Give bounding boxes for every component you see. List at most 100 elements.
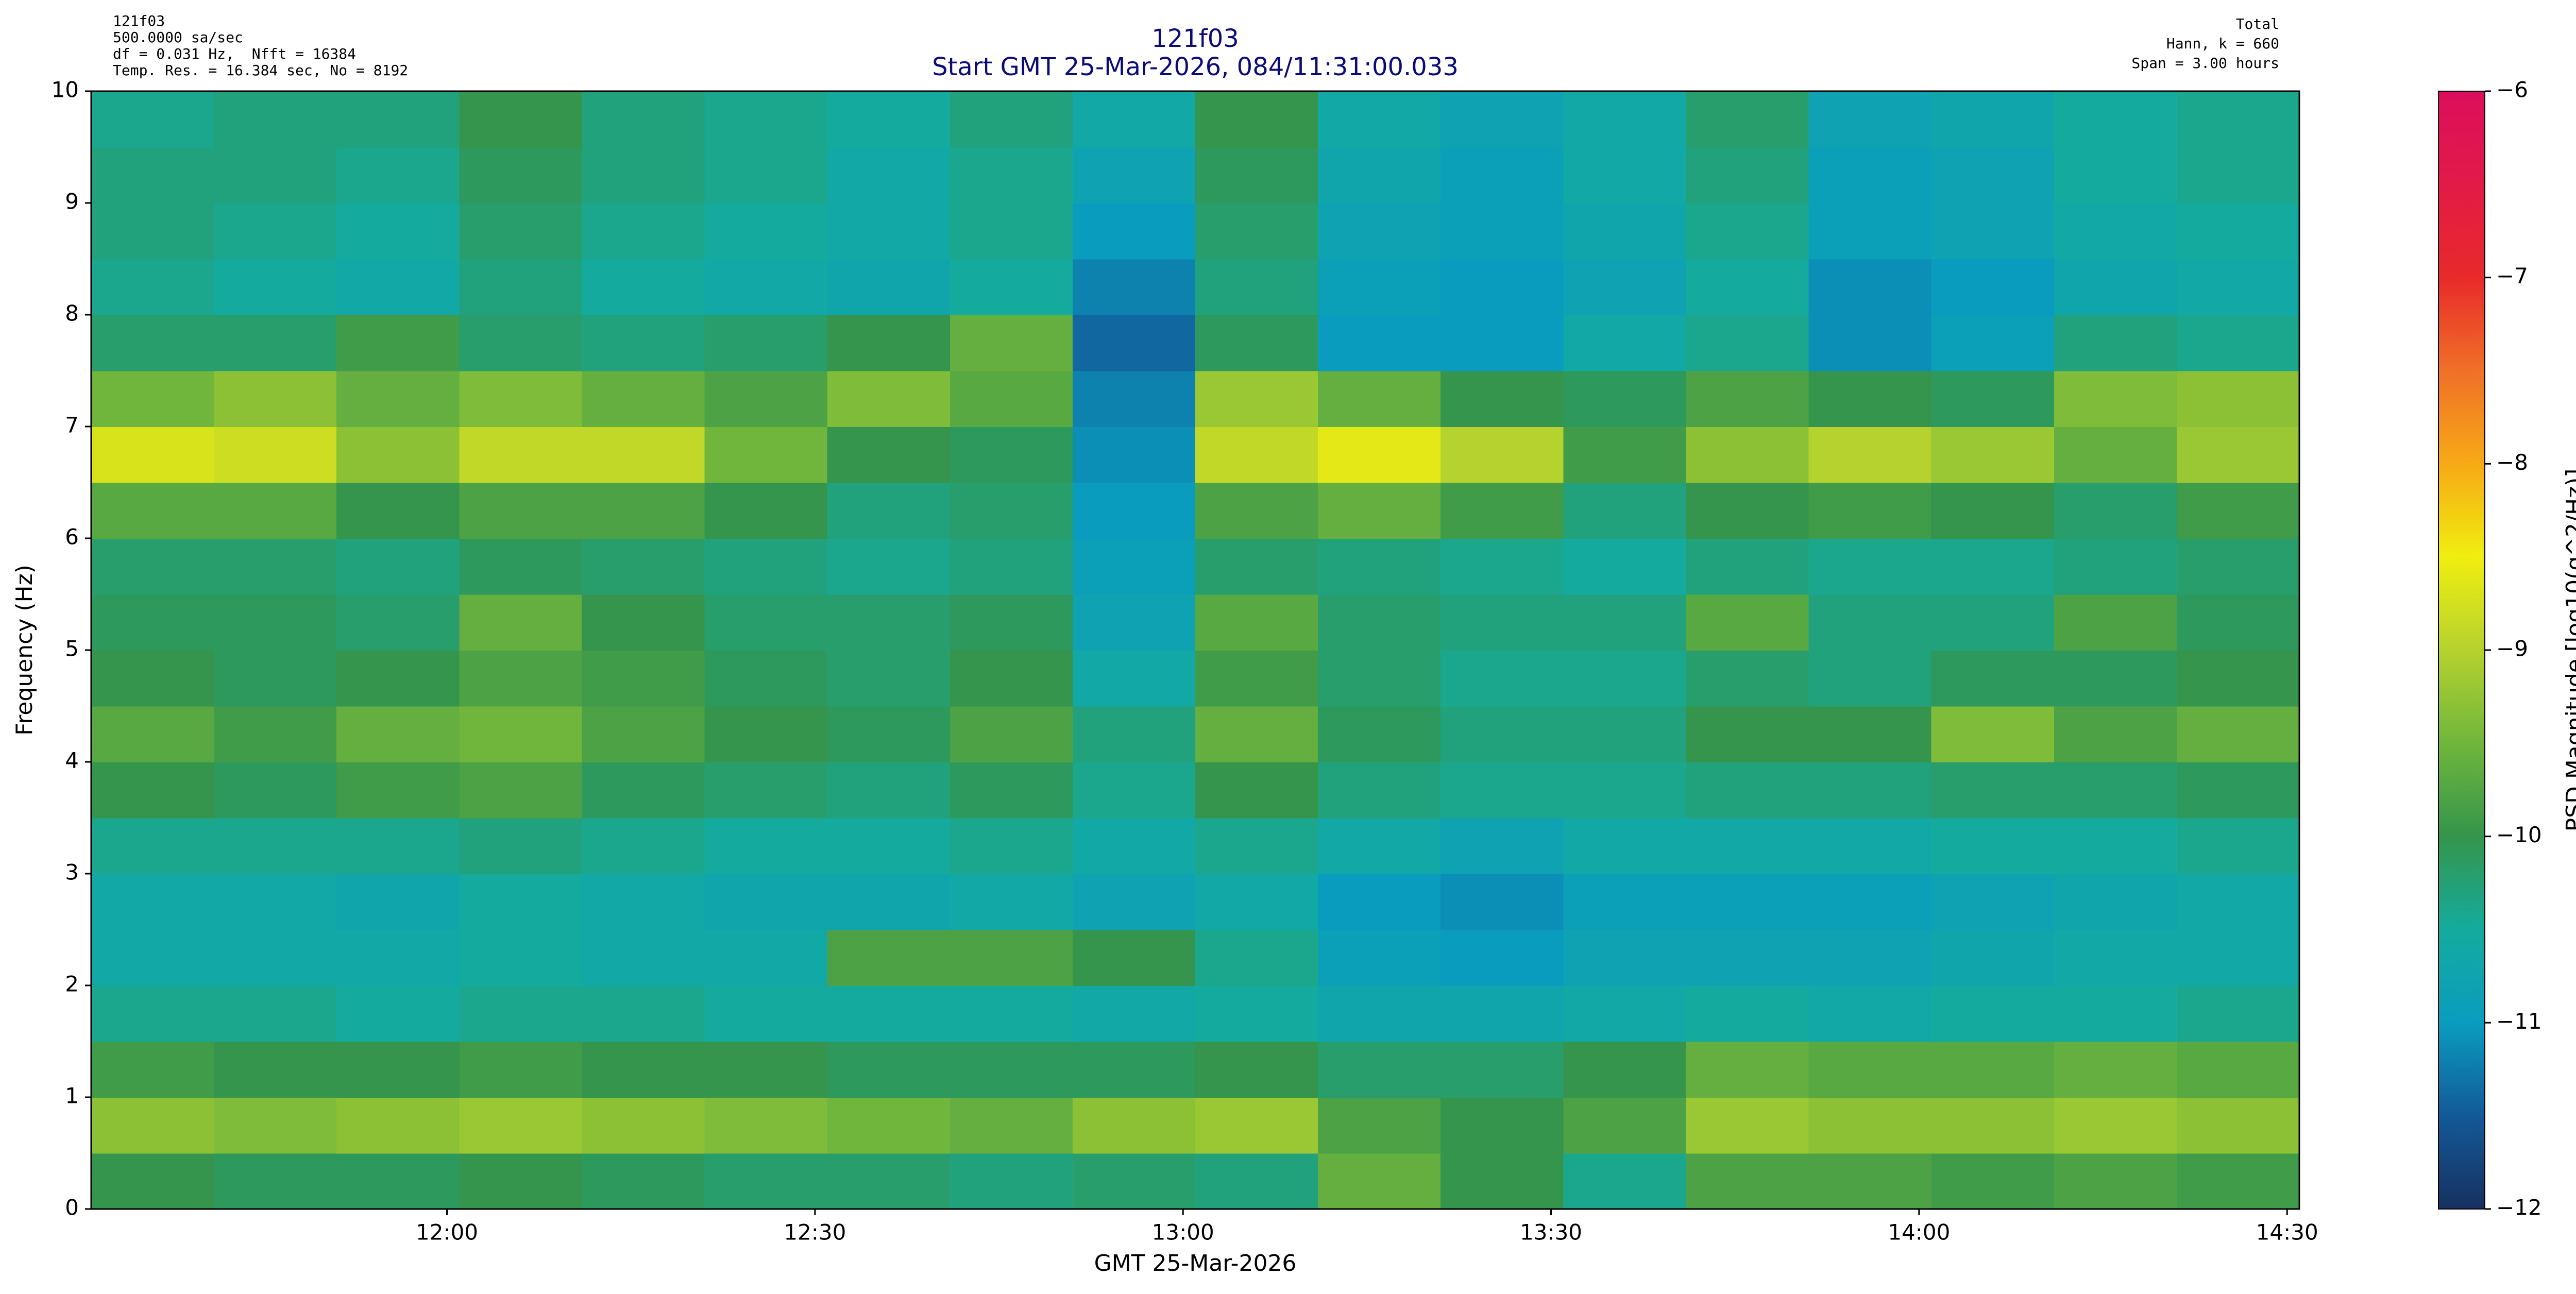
x-tick-label: 14:00 [1888, 1220, 1950, 1245]
heatmap-cell [214, 91, 337, 148]
heatmap-cell [1195, 147, 1319, 203]
heatmap-cell [459, 427, 583, 483]
heatmap-cell [214, 203, 337, 260]
heatmap-cell [91, 1097, 215, 1154]
heatmap-cell [91, 203, 215, 260]
heatmap-cell [827, 706, 951, 762]
heatmap-cell [1195, 594, 1319, 651]
heatmap-cell [336, 1041, 460, 1098]
heatmap-cell [950, 482, 1073, 539]
heatmap-cell [582, 427, 705, 483]
y-tick-label: 0 [65, 1195, 79, 1220]
heatmap-cell [214, 427, 337, 483]
heatmap-cell [582, 538, 705, 595]
heatmap-cell [336, 370, 460, 427]
heatmap-cell [1318, 315, 1442, 371]
heatmap-cell [2054, 1097, 2177, 1154]
heatmap-cell [1931, 259, 2055, 315]
heatmap-cell [1563, 818, 1687, 874]
heatmap-cell [1686, 929, 1809, 986]
heatmap-cell [827, 203, 951, 260]
heatmap-cell [336, 538, 460, 595]
heatmap-cell [459, 147, 583, 203]
heatmap-cell [704, 874, 828, 930]
y-tick-label: 2 [65, 972, 79, 997]
heatmap-cell [827, 259, 951, 315]
heatmap-cell [827, 315, 951, 371]
heatmap-cell [1686, 1097, 1809, 1154]
heatmap-cell [704, 929, 828, 986]
heatmap-cell [214, 315, 337, 371]
heatmap-cell [1072, 818, 1196, 874]
y-tick-label: 1 [65, 1083, 79, 1109]
heatmap-cell [582, 874, 705, 930]
heatmap-cell [1686, 818, 1809, 874]
heatmap-cell [2054, 818, 2177, 874]
heatmap-cell [1195, 427, 1319, 483]
heatmap-cell [1072, 706, 1196, 762]
heatmap-cell [1563, 370, 1687, 427]
heatmap-cell [582, 259, 705, 315]
heatmap-cell [1195, 259, 1319, 315]
heatmap-cell [950, 370, 1073, 427]
heatmap-cell [1318, 370, 1442, 427]
heatmap-cell [1931, 482, 2055, 539]
y-tick-label: 5 [65, 636, 79, 661]
chart-title: 121f03 [1151, 24, 1239, 53]
heatmap-cell [1808, 594, 1932, 651]
colorbar-tick-label: −6 [2496, 77, 2528, 103]
heatmap-cell [2176, 1153, 2300, 1210]
heatmap-cell [2176, 91, 2300, 148]
heatmap-cell [336, 1097, 460, 1154]
heatmap-cell [2054, 985, 2177, 1042]
heatmap-cell [1808, 762, 1932, 819]
heatmap-cell [1563, 1153, 1687, 1210]
heatmap-cell [459, 259, 583, 315]
heatmap-cell [336, 147, 460, 203]
heatmap-cell [1563, 315, 1687, 371]
heatmap-cell [950, 929, 1073, 986]
heatmap-cell [1686, 370, 1809, 427]
heatmap-cell [459, 874, 583, 930]
heatmap-cell [1931, 1097, 2055, 1154]
colorbar-tick-label: −7 [2496, 263, 2528, 288]
heatmap-cell [214, 985, 337, 1042]
heatmap-cell [1440, 203, 1564, 260]
heatmap-cell [582, 315, 705, 371]
heatmap-cell [1931, 538, 2055, 595]
heatmap-cell [1195, 650, 1319, 707]
heatmap-cell [1686, 1153, 1809, 1210]
heatmap-cell [459, 538, 583, 595]
header-text: Hann, k = 660 [2166, 35, 2279, 52]
heatmap-cell [2054, 594, 2177, 651]
y-tick-label: 10 [52, 77, 79, 103]
heatmap-cell [704, 818, 828, 874]
x-tick-label: 14:30 [2256, 1220, 2318, 1245]
heatmap-cell [1072, 315, 1196, 371]
heatmap-cell [582, 985, 705, 1042]
y-tick-label: 6 [65, 524, 79, 550]
heatmap-cell [1686, 985, 1809, 1042]
heatmap-cell [950, 259, 1073, 315]
heatmap-cell [1318, 706, 1442, 762]
heatmap-cell [2176, 762, 2300, 819]
heatmap-cell [1318, 147, 1442, 203]
heatmap-cell [1072, 482, 1196, 539]
heatmap-cell [1686, 874, 1809, 930]
heatmap-cell [214, 929, 337, 986]
heatmap-cell [950, 818, 1073, 874]
heatmap-cell [459, 594, 583, 651]
heatmap-cell [91, 370, 215, 427]
heatmap-cell [2054, 91, 2177, 148]
heatmap-cell [459, 929, 583, 986]
heatmap-cell [1195, 985, 1319, 1042]
heatmap-cell [2176, 315, 2300, 371]
heatmap-cell [2054, 1153, 2177, 1210]
heatmap-cell [827, 538, 951, 595]
heatmap-cell [1072, 147, 1196, 203]
heatmap-cell [704, 1097, 828, 1154]
heatmap-cell [336, 594, 460, 651]
heatmap-cell [1195, 818, 1319, 874]
heatmap-cell [950, 315, 1073, 371]
